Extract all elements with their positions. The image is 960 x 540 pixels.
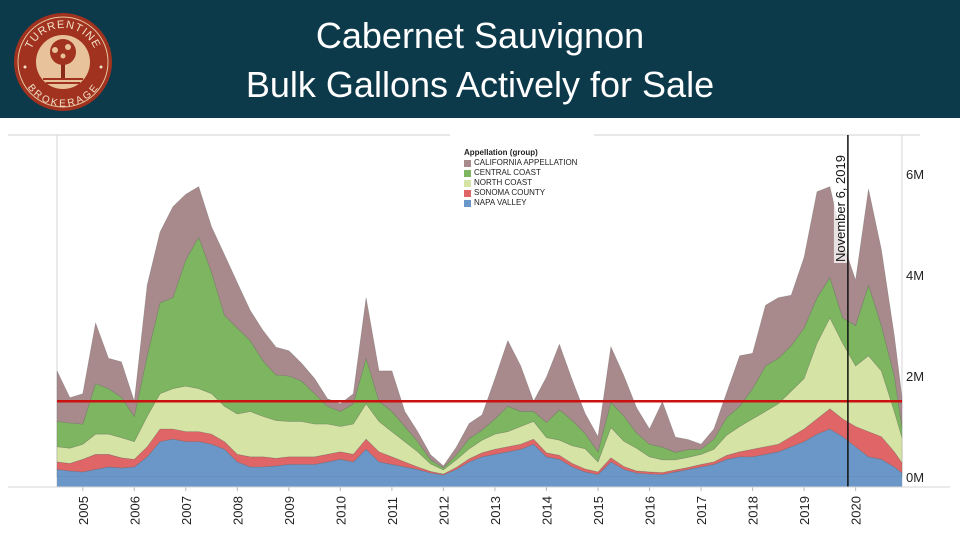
x-tick-label: 2014 [539, 496, 554, 525]
x-tick-label: 2017 [694, 496, 709, 525]
x-tick-label: 2010 [333, 496, 348, 525]
reference-lines: November 6, 2019 [57, 135, 902, 487]
x-tick-label: 2009 [282, 496, 297, 525]
area-layers [56, 186, 903, 487]
tree-icon [43, 39, 83, 84]
y-tick-label: 6M [906, 167, 924, 182]
legend-label: NAPA VALLEY [474, 198, 527, 207]
x-tick-label: 2012 [436, 496, 451, 525]
title-line-1: Cabernet Sauvignon [315, 15, 645, 56]
reference-label-background [833, 137, 847, 263]
legend: Appellation (group) CALIFORNIA APPELLATI… [460, 146, 582, 210]
x-tick-label: 2007 [179, 496, 194, 525]
legend-item-california-appellation[interactable]: CALIFORNIA APPELLATION [464, 158, 577, 168]
turrentine-logo: TURRENTINE BROKERAGE [14, 13, 112, 111]
x-tick-label: 2013 [488, 496, 503, 525]
legend-item-napa-valley[interactable]: NAPA VALLEY [464, 198, 577, 208]
x-tick-label: 2015 [591, 496, 606, 525]
legend-label: CENTRAL COAST [474, 168, 541, 177]
x-tick-label: 2019 [797, 496, 812, 525]
legend-swatch [464, 159, 471, 167]
legend-swatch [464, 179, 471, 187]
x-tick-label: 2020 [849, 496, 864, 525]
legend-item-central-coast[interactable]: CENTRAL COAST [464, 168, 577, 178]
reference-line-label: November 6, 2019 [833, 155, 848, 262]
legend-item-north-coast[interactable]: NORTH COAST [464, 178, 577, 188]
area-central-coast [56, 236, 903, 471]
x-axis-ticks: 2005 2006 2007 2008 2009 2010 2011 2012 2013 2014… [76, 487, 864, 525]
x-tick-label: 2016 [643, 496, 658, 525]
x-tick-label: 2006 [127, 496, 142, 525]
y-tick-label: 4M [906, 268, 924, 283]
y-tick-label: 2M [906, 369, 924, 384]
header-bar: TURRENTINE BROKERAGE Cabernet Sauvignon … [0, 0, 960, 118]
x-tick-label: 2011 [385, 497, 400, 525]
area-sonoma-county [56, 408, 903, 476]
x-tick-label: 2005 [76, 496, 91, 525]
title-line-2: Bulk Gallons Actively for Sale [245, 64, 715, 105]
legend-label: CALIFORNIA APPELLATION [474, 158, 578, 167]
area-napa-valley-floor [57, 477, 902, 487]
y-tick-label: 0M [906, 470, 924, 485]
legend-title: Appellation (group) [464, 148, 538, 157]
y-axis-ticks: 0M 2M 4M 6M [906, 167, 924, 485]
legend-swatch [464, 169, 471, 177]
legend-label: SONOMA COUNTY [474, 188, 546, 197]
x-tick-label: 2018 [746, 496, 761, 525]
legend-label: NORTH COAST [474, 178, 533, 187]
legend-item-sonoma-county[interactable]: SONOMA COUNTY [464, 188, 577, 198]
x-tick-label: 2008 [230, 496, 245, 525]
legend-swatch [464, 199, 471, 207]
legend-swatch [464, 189, 471, 197]
